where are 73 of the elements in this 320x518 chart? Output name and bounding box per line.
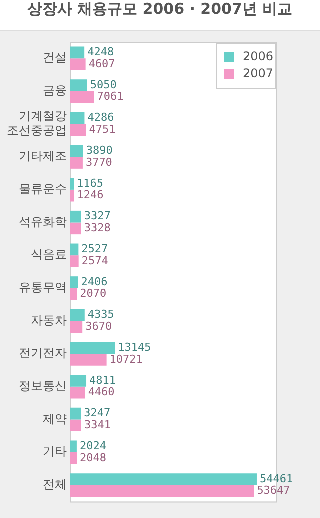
bar bbox=[70, 124, 86, 136]
y-tick-label: 금융 bbox=[43, 84, 67, 98]
bar bbox=[70, 386, 86, 399]
data-label: 4460 bbox=[88, 386, 115, 399]
y-tick-label: 물류운수 bbox=[19, 182, 67, 196]
data-label: 2070 bbox=[80, 287, 107, 300]
y-tick-label: 기타 bbox=[43, 444, 67, 459]
y-tick-label: 기타제조 bbox=[19, 149, 67, 164]
data-label: 53647 bbox=[257, 484, 290, 498]
data-label: 2406 bbox=[81, 275, 108, 288]
bar bbox=[70, 91, 94, 104]
bar bbox=[70, 321, 83, 334]
bar bbox=[70, 222, 82, 235]
bar bbox=[70, 145, 84, 158]
bar bbox=[70, 190, 74, 202]
y-tick-label: 자동차 bbox=[31, 313, 67, 328]
y-tick-label: 유통무역 bbox=[19, 280, 67, 295]
data-label: 4751 bbox=[89, 123, 116, 136]
bar bbox=[70, 58, 86, 70]
bar bbox=[70, 485, 254, 498]
chart-title: 상장사 채용규모 2006 · 2007년 비교 bbox=[0, 0, 320, 31]
bar bbox=[70, 354, 107, 366]
bar bbox=[70, 474, 257, 486]
bar bbox=[70, 256, 79, 268]
data-label: 54461 bbox=[260, 472, 294, 486]
y-tick-label: 정보통신 bbox=[19, 379, 67, 394]
y-tick-label: 건설 bbox=[43, 50, 67, 65]
y-tick-label: 전기전자 bbox=[19, 346, 67, 360]
bar bbox=[70, 408, 82, 420]
data-label: 2574 bbox=[82, 254, 109, 268]
data-label: 2048 bbox=[80, 451, 107, 464]
data-label: 3328 bbox=[84, 222, 111, 235]
bar bbox=[70, 80, 88, 92]
bar bbox=[70, 157, 83, 169]
bar bbox=[70, 309, 85, 322]
data-label: 4248 bbox=[88, 46, 114, 59]
bar bbox=[70, 420, 82, 432]
data-label: 1246 bbox=[77, 188, 104, 202]
data-label: 7061 bbox=[97, 90, 124, 104]
legend-label: 2006 bbox=[243, 49, 274, 64]
data-label: 3341 bbox=[84, 418, 111, 432]
bar bbox=[70, 440, 77, 453]
bar bbox=[70, 244, 79, 256]
data-label: 3670 bbox=[86, 320, 112, 334]
y-tick-label: 기계철강 조선중공업 bbox=[7, 109, 67, 138]
data-label: 3327 bbox=[84, 210, 111, 223]
data-label: 5050 bbox=[90, 78, 117, 92]
data-label: 3770 bbox=[86, 156, 112, 169]
bar bbox=[70, 288, 78, 300]
y-tick-label: 석유화학 bbox=[19, 214, 67, 229]
data-label: 2024 bbox=[80, 440, 107, 453]
bar bbox=[70, 375, 87, 387]
bar bbox=[70, 342, 116, 354]
bar bbox=[70, 112, 85, 124]
data-label: 4811 bbox=[90, 374, 116, 387]
data-label: 3247 bbox=[84, 406, 111, 420]
bar bbox=[70, 46, 85, 59]
bar bbox=[70, 452, 78, 464]
bar bbox=[70, 276, 78, 288]
data-label: 2527 bbox=[82, 242, 108, 256]
bar bbox=[70, 178, 74, 190]
data-label: 4335 bbox=[88, 308, 114, 322]
bar bbox=[70, 210, 82, 223]
data-label: 13145 bbox=[118, 341, 152, 354]
legend-label: 2007 bbox=[243, 66, 274, 80]
y-tick-label: 전체 bbox=[43, 478, 67, 492]
y-tick-label: 식음료 bbox=[31, 248, 67, 262]
data-label: 10721 bbox=[110, 352, 143, 366]
y-tick-label: 제약 bbox=[43, 412, 67, 426]
data-label: 4286 bbox=[88, 111, 114, 124]
data-label: 1165 bbox=[77, 176, 104, 190]
data-label: 3890 bbox=[86, 144, 113, 158]
data-label: 4607 bbox=[88, 57, 116, 70]
